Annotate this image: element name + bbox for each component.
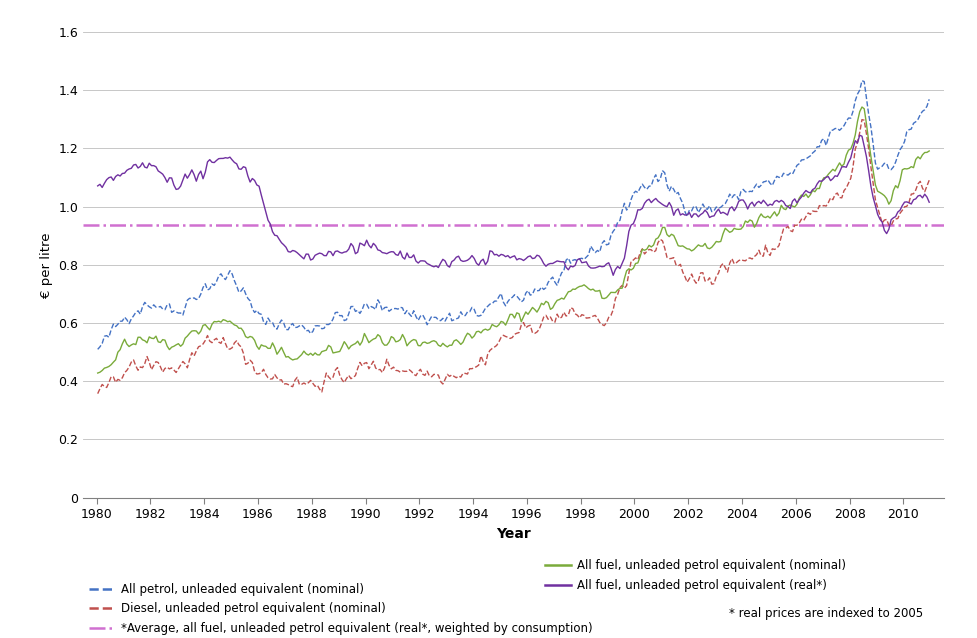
Text: * real prices are indexed to 2005: * real prices are indexed to 2005 <box>728 607 921 620</box>
Legend: All fuel, unleaded petrol equivalent (nominal), All fuel, unleaded petrol equiva: All fuel, unleaded petrol equivalent (no… <box>544 560 845 592</box>
Y-axis label: € per litre: € per litre <box>40 232 53 297</box>
X-axis label: Year: Year <box>495 526 531 540</box>
